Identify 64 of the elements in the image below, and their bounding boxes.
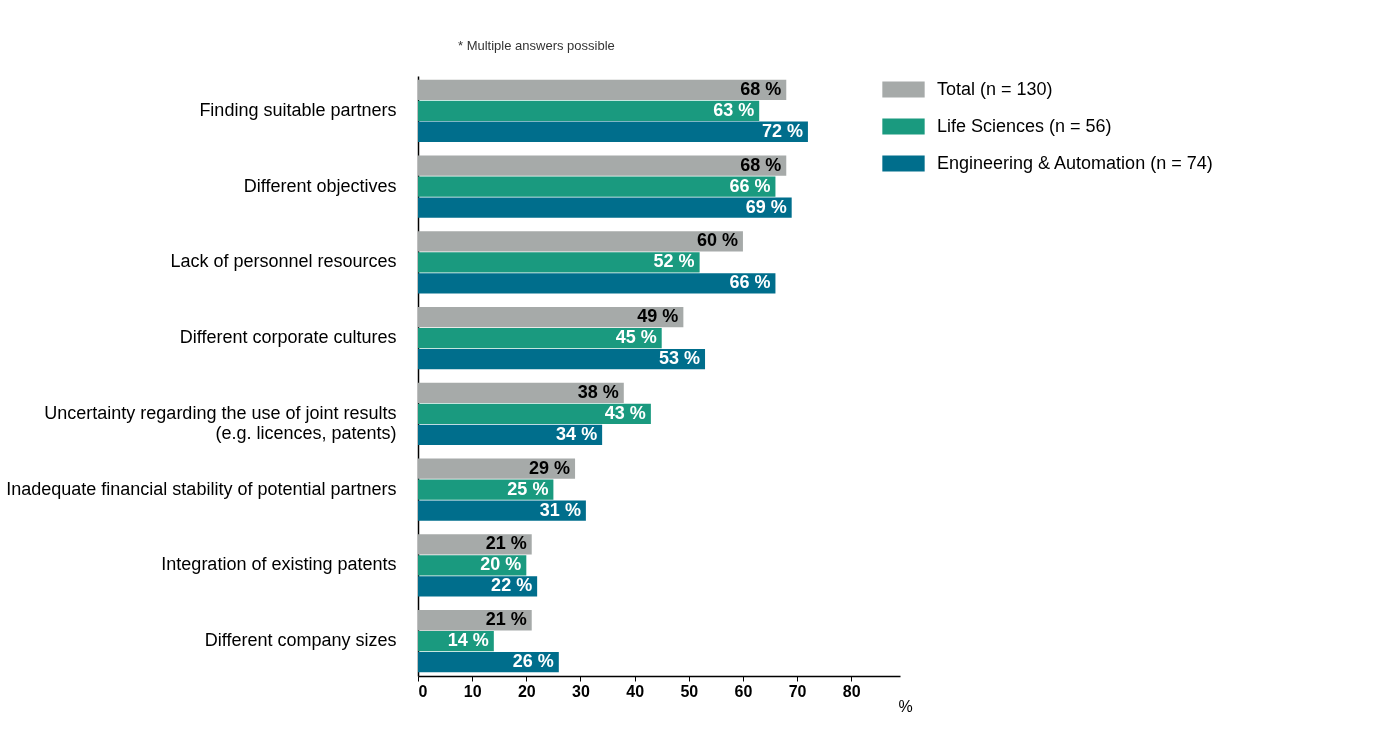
- data-label: 68 %: [740, 154, 782, 175]
- data-label: 21 %: [485, 533, 527, 554]
- x-tick-label: 80: [842, 682, 861, 700]
- y-tick-label: Different objectives: [243, 175, 397, 196]
- y-tick-label: Integration of existing patents: [161, 554, 397, 575]
- data-label: 68 %: [740, 78, 782, 99]
- data-label: 21 %: [485, 609, 527, 630]
- data-label: 20 %: [480, 554, 522, 575]
- y-tick-label: Uncertainty regarding the use of joint results (e.g. licences, patents): [44, 402, 397, 443]
- bar: [418, 155, 787, 176]
- bar: [418, 307, 684, 328]
- x-tick-label: 30: [572, 682, 590, 700]
- x-tick-label: 20: [517, 682, 536, 700]
- data-label: 43 %: [604, 402, 646, 423]
- bar: [418, 273, 776, 294]
- data-label: 66 %: [729, 272, 771, 293]
- data-label: 53 %: [659, 348, 701, 369]
- x-tick-label: 0: [418, 682, 428, 700]
- bar: [418, 100, 760, 121]
- y-tick-label: Inadequate financial stability of potential partners: [6, 478, 397, 499]
- bar: [418, 500, 586, 521]
- bar: [418, 231, 743, 252]
- data-label: 52 %: [653, 251, 695, 272]
- data-label: 49 %: [637, 306, 679, 327]
- data-label: 45 %: [615, 327, 657, 348]
- y-tick-label: Different company sizes: [204, 630, 397, 651]
- data-label: 60 %: [696, 230, 738, 251]
- data-label: 69 %: [745, 196, 787, 217]
- data-label: 72 %: [761, 120, 803, 141]
- legend-label: Total (n = 130): [937, 78, 1053, 99]
- bar: [418, 121, 808, 142]
- data-label: 14 %: [447, 630, 489, 651]
- bar: [418, 348, 706, 370]
- bar: [418, 176, 776, 197]
- bar: [418, 327, 662, 349]
- x-tick-label: 50: [680, 682, 699, 700]
- data-label: 26 %: [512, 651, 554, 672]
- data-label: 66 %: [729, 175, 771, 196]
- data-label: 31 %: [539, 499, 581, 520]
- text: * Multiple answers possible: [458, 38, 615, 53]
- bar: [418, 403, 651, 425]
- bar: [418, 534, 532, 555]
- y-tick-label: Lack of personnel resources: [170, 251, 397, 272]
- bar: [418, 197, 792, 218]
- data-label: 38 %: [577, 381, 619, 402]
- x-tick-label: 40: [626, 682, 645, 700]
- y-tick-label: Finding suitable partners: [199, 99, 397, 120]
- legend-label: Engineering & Automation (n = 74): [937, 152, 1213, 173]
- bar: [418, 252, 700, 273]
- legend-label: Life Sciences (n = 56): [937, 115, 1112, 136]
- x-tick-label: 10: [463, 682, 482, 700]
- x-axis-title: %: [898, 697, 913, 715]
- data-label: 22 %: [491, 575, 533, 596]
- data-label: 34 %: [556, 423, 598, 444]
- bar: [418, 79, 787, 101]
- data-label: 29 %: [529, 457, 571, 478]
- x-tick-label: 60: [734, 682, 753, 700]
- bar: [418, 424, 603, 445]
- data-label: 63 %: [713, 99, 755, 120]
- bar: [418, 382, 624, 404]
- y-tick-label: Different corporate cultures: [179, 327, 397, 348]
- data-label: 25 %: [507, 478, 549, 499]
- x-tick-label: 70: [788, 682, 807, 700]
- bar: [418, 479, 554, 500]
